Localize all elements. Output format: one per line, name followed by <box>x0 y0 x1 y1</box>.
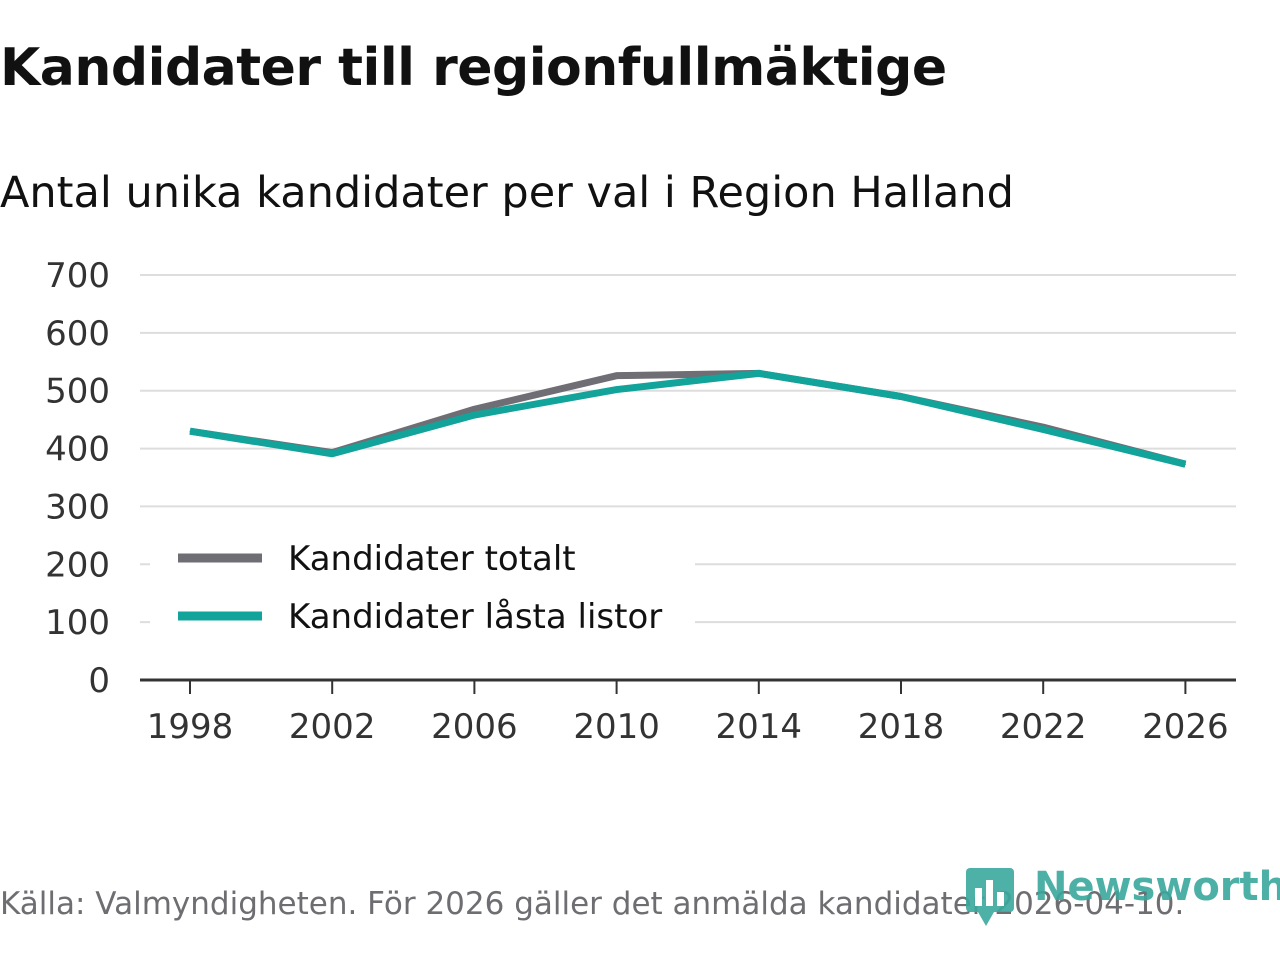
newsworthy-logo-icon <box>966 868 1014 926</box>
data-point-series-2 <box>616 389 618 391</box>
x-tick-label: 2026 <box>1142 707 1229 747</box>
data-point-series-2 <box>758 372 760 374</box>
brand-logo: Newsworthy <box>964 864 1280 928</box>
x-tick-label: 2022 <box>1000 707 1087 747</box>
legend-label-1: Kandidater totalt <box>288 539 576 579</box>
y-tick-label: 0 <box>88 661 110 701</box>
y-tick-label: 300 <box>45 487 110 527</box>
x-tick-label: 2006 <box>431 707 518 747</box>
chart-subtitle: Antal unika kandidater per val i Region … <box>0 168 1014 218</box>
chart-title: Kandidater till regionfullmäktige <box>0 38 947 98</box>
x-tick-label: 2002 <box>289 707 376 747</box>
y-tick-label: 400 <box>45 430 110 470</box>
data-point-series-1 <box>473 408 475 410</box>
y-tick-label: 600 <box>45 314 110 354</box>
series-line-2 <box>189 369 1187 468</box>
x-tick-label: 2018 <box>858 707 945 747</box>
data-point-series-2 <box>189 430 191 432</box>
y-tick-label: 500 <box>45 372 110 412</box>
data-point-series-2 <box>1184 463 1186 465</box>
data-point-series-2 <box>331 453 333 455</box>
x-tick-label: 1998 <box>147 707 234 747</box>
y-tick-label: 200 <box>45 545 110 585</box>
data-point-series-2 <box>1042 428 1044 430</box>
y-tick-label: 100 <box>45 603 110 643</box>
y-tick-label: 700 <box>45 256 110 296</box>
data-point-series-1 <box>616 375 618 377</box>
data-point-series-2 <box>900 396 902 397</box>
legend-label-2: Kandidater låsta listor <box>288 597 662 637</box>
brand-name: Newsworthy <box>1034 864 1280 910</box>
x-tick-label: 2014 <box>716 707 803 747</box>
legend-background <box>150 530 695 650</box>
data-point-series-2 <box>473 414 475 416</box>
x-tick-label: 2010 <box>573 707 660 747</box>
